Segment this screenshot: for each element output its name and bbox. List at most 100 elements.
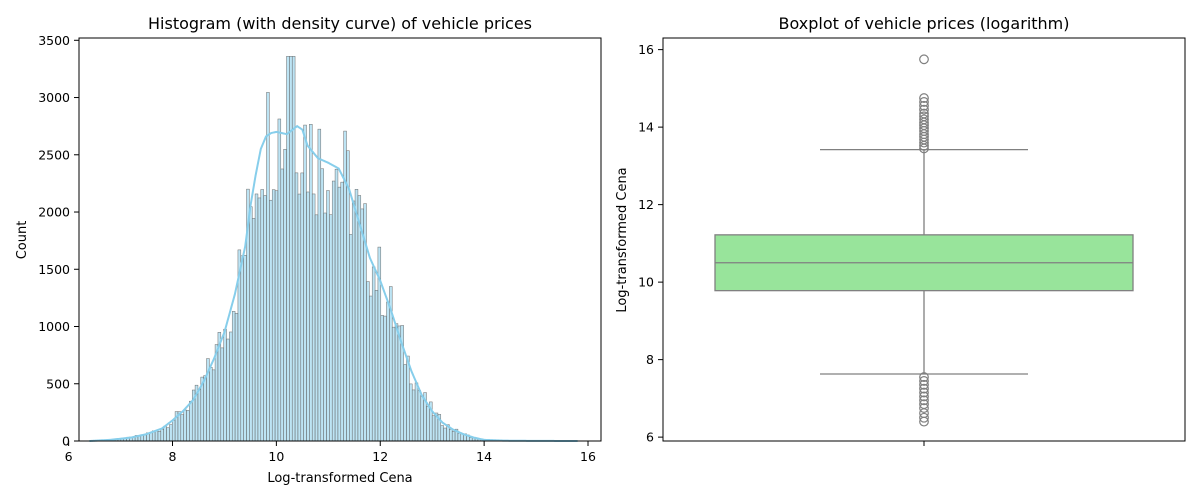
y-tick-label: 2500 (38, 147, 70, 162)
outlier-point (919, 372, 929, 382)
y-tick-label: 16 (638, 42, 654, 57)
histogram-bar (469, 437, 473, 442)
outlier-point (919, 395, 929, 406)
histogram-bar (220, 347, 224, 442)
histogram-bar (374, 290, 379, 442)
histogram-bar (286, 56, 290, 442)
outlier-point (919, 108, 929, 119)
histogram-bar (349, 234, 353, 442)
histogram-bar (297, 193, 302, 442)
boxplot-chart: Boxplot of vehicle prices (logarithm) 6 8… (615, 14, 1186, 446)
histogram-bar (397, 325, 402, 442)
histogram-bar (249, 206, 253, 442)
y-tick-label: 3000 (38, 90, 70, 105)
x-tick-label: 8 (169, 449, 177, 464)
histogram-bar (306, 191, 310, 442)
density-curve (89, 124, 578, 442)
histogram-bar (380, 315, 384, 442)
histogram-bar (240, 255, 244, 442)
histogram-bar (340, 181, 344, 442)
histogram-bar (394, 323, 399, 442)
histogram-bar (214, 344, 219, 442)
x-tick-label: 14 (476, 449, 492, 464)
histogram-bar (406, 355, 410, 442)
histogram-bar (243, 255, 247, 442)
histogram-bar (229, 331, 233, 442)
histogram-bar (274, 190, 279, 442)
histogram-bar (360, 208, 364, 442)
boxplot-marks (714, 54, 1134, 427)
histogram-bar (411, 389, 416, 442)
outlier-point (919, 93, 929, 103)
outlier-point (919, 391, 929, 402)
histogram-bar (180, 414, 184, 442)
histogram-bar (300, 172, 304, 442)
histogram-bar (337, 186, 342, 442)
histogram-bar (260, 189, 264, 442)
histogram-bar (357, 195, 362, 442)
histogram-bar (457, 433, 462, 442)
histogram-bar (403, 364, 407, 442)
histogram-bar (431, 415, 436, 442)
x-tick-label: 12 (372, 449, 388, 464)
outlier-point (919, 387, 929, 398)
y-tick-label: 6 (646, 430, 654, 445)
outlier-point (919, 403, 929, 413)
histogram-bar (157, 431, 162, 442)
histogram-bar (166, 427, 170, 442)
histogram-bar (163, 425, 167, 442)
histogram-bar (371, 266, 376, 442)
histogram-bar (320, 168, 324, 442)
y-tick-label: 12 (638, 197, 654, 212)
y-tick-label: 14 (638, 120, 654, 135)
histogram-bar (303, 124, 307, 442)
x-tick-label: 16 (580, 449, 596, 464)
histogram-bar (420, 396, 424, 442)
histogram-bar (234, 313, 239, 442)
y-tick-label: 1000 (38, 319, 70, 334)
histogram-bar (354, 189, 359, 442)
x-tick-label: 10 (268, 449, 284, 464)
y-tick-label: 2000 (38, 205, 70, 220)
boxplot-y-ticks: 6 8 10 12 14 16 (638, 42, 663, 445)
histogram-bar (391, 326, 396, 442)
y-tick-label: 0 (62, 434, 70, 449)
histogram-bar (231, 311, 236, 442)
histogram-bar (443, 427, 447, 442)
outlier-point (919, 97, 929, 107)
outlier-point (919, 412, 929, 423)
outlier-point (919, 54, 929, 65)
histogram-bar (334, 168, 339, 442)
histogram-bar (414, 382, 419, 442)
boxplot-y-label: Log-transformed Cena (615, 167, 630, 312)
histogram-bar (209, 367, 213, 442)
histogram-bar (323, 212, 327, 442)
outlier-point (919, 379, 929, 390)
histogram-bar (351, 200, 356, 442)
histogram-bar (277, 118, 282, 442)
histogram-bar (314, 214, 319, 442)
histogram-bar (383, 315, 387, 442)
histogram-bar (386, 301, 390, 442)
histogram-bar (266, 92, 270, 442)
y-tick-label: 10 (638, 275, 654, 290)
x-tick-label: 6 (65, 449, 73, 464)
histogram-bar (369, 295, 373, 442)
histogram-x-ticks: 6 8 10 12 14 16 (65, 441, 596, 464)
histogram-bar (189, 400, 193, 442)
outlier-point (919, 111, 929, 122)
histogram-bar (280, 168, 284, 442)
histogram-bar (409, 383, 413, 442)
histogram-bar (186, 410, 190, 442)
histogram-bar (311, 193, 316, 442)
histogram-bar (203, 375, 207, 442)
histogram-bar (154, 430, 159, 442)
histogram-bar (451, 431, 456, 442)
histogram-chart: Histogram (with density curve) of vehicl… (15, 14, 602, 486)
histogram-bar (160, 429, 164, 442)
histogram-bar (289, 56, 293, 442)
histogram-bar (326, 190, 330, 442)
histogram-bar (263, 195, 267, 442)
y-tick-label: 500 (46, 376, 70, 391)
